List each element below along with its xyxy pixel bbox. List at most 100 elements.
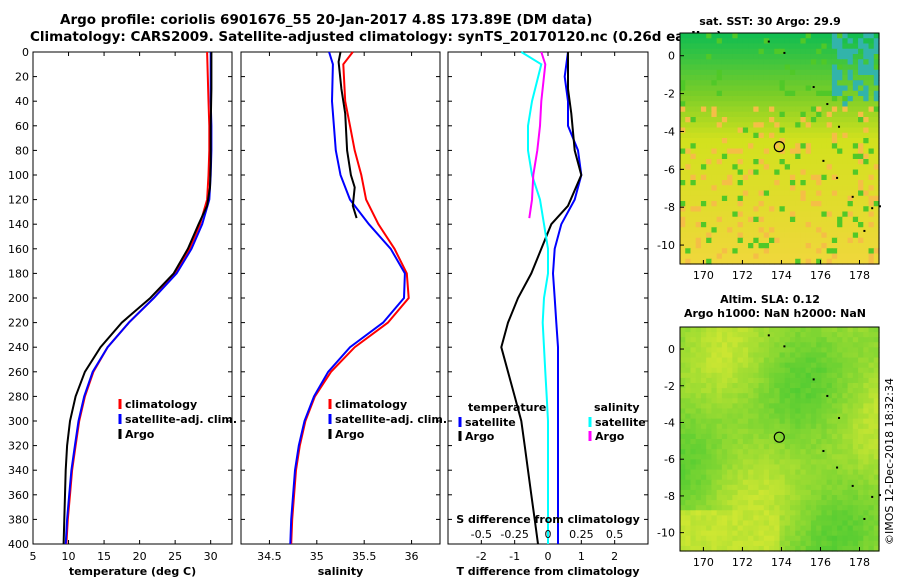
map-cell bbox=[716, 500, 723, 506]
map-cell bbox=[868, 227, 875, 234]
map-cell bbox=[831, 408, 838, 415]
map-cell bbox=[847, 101, 854, 108]
map-cell bbox=[858, 148, 864, 155]
map-cell bbox=[779, 515, 786, 522]
x-tick-label: -2 bbox=[476, 550, 487, 563]
map-cell bbox=[774, 122, 781, 129]
map-cell bbox=[774, 337, 781, 343]
map-cell bbox=[847, 216, 854, 223]
map-cell bbox=[831, 237, 838, 244]
map-cell bbox=[742, 352, 749, 359]
map-cell bbox=[742, 505, 749, 511]
map-cell bbox=[763, 111, 770, 118]
map-cell bbox=[711, 418, 718, 425]
map-cell bbox=[810, 248, 817, 255]
map-cell bbox=[821, 117, 828, 123]
map-cell bbox=[774, 54, 781, 60]
map-cell bbox=[680, 413, 686, 420]
map-cell bbox=[863, 464, 870, 471]
map-cell bbox=[680, 500, 686, 506]
map-cell bbox=[795, 393, 802, 399]
map-cell bbox=[837, 185, 843, 192]
map-cell bbox=[810, 449, 817, 455]
map-cell bbox=[721, 479, 728, 486]
map-cell bbox=[868, 342, 875, 348]
map-cell bbox=[800, 327, 807, 333]
map-cell bbox=[695, 403, 702, 410]
map-cell bbox=[706, 535, 713, 542]
map-cell bbox=[695, 433, 702, 440]
map-cell bbox=[774, 117, 781, 123]
map-cell bbox=[810, 206, 817, 213]
map-cell bbox=[800, 169, 807, 176]
map-cell bbox=[721, 127, 728, 134]
map-cell bbox=[774, 479, 781, 486]
map-cell bbox=[789, 530, 796, 537]
map-cell bbox=[685, 169, 692, 176]
map-cell bbox=[742, 138, 749, 144]
map-cell bbox=[732, 428, 739, 435]
map-cell bbox=[805, 367, 812, 374]
map-cell bbox=[816, 153, 822, 160]
map-cell bbox=[690, 148, 697, 155]
map-cell bbox=[789, 127, 796, 134]
map-cell bbox=[858, 459, 864, 466]
map-cell bbox=[753, 433, 760, 440]
map-cell bbox=[863, 90, 870, 97]
map-cell bbox=[868, 337, 875, 343]
map-cell bbox=[732, 38, 739, 45]
map-cell bbox=[737, 153, 744, 160]
map-cell bbox=[695, 258, 702, 265]
map-cell bbox=[868, 169, 875, 176]
map-cell bbox=[732, 408, 739, 415]
map-cell bbox=[852, 69, 859, 76]
map-cell bbox=[826, 342, 833, 348]
map-cell bbox=[873, 232, 880, 239]
map-cell bbox=[721, 545, 728, 552]
map-cell bbox=[800, 428, 807, 435]
map-cell bbox=[680, 80, 686, 87]
island-dot bbox=[783, 345, 786, 348]
map-cell bbox=[769, 479, 775, 486]
map-cell bbox=[831, 148, 838, 155]
map-cell bbox=[732, 222, 739, 228]
map-cell bbox=[774, 38, 781, 45]
map-cell bbox=[690, 201, 697, 207]
map-cell bbox=[795, 132, 802, 139]
map-cell bbox=[784, 54, 791, 60]
map-cell bbox=[826, 500, 833, 506]
map-cell bbox=[758, 327, 765, 333]
map-cell bbox=[816, 90, 822, 97]
map-cell bbox=[873, 540, 880, 547]
map-cell bbox=[779, 258, 786, 265]
map-cell bbox=[789, 367, 796, 374]
map-cell bbox=[685, 164, 692, 171]
map-cell bbox=[763, 428, 770, 435]
map-cell bbox=[789, 433, 796, 440]
island-dot bbox=[863, 517, 866, 520]
map-cell bbox=[685, 106, 692, 113]
map-cell bbox=[732, 469, 739, 476]
map-cell bbox=[690, 243, 697, 249]
map-cell bbox=[873, 372, 880, 379]
map-cell bbox=[847, 540, 854, 547]
map-cell bbox=[685, 454, 692, 460]
map-cell bbox=[852, 64, 859, 71]
map-cell bbox=[800, 383, 807, 389]
map-cell bbox=[784, 393, 791, 399]
map-cell bbox=[732, 106, 739, 113]
map-cell bbox=[690, 495, 697, 501]
map-cell bbox=[748, 520, 754, 527]
map-cell bbox=[795, 479, 802, 486]
map-cell bbox=[821, 327, 828, 333]
map-cell bbox=[695, 85, 702, 92]
map-cell bbox=[685, 332, 692, 338]
map-cell bbox=[711, 54, 718, 60]
map-cell bbox=[721, 253, 728, 260]
map-cell bbox=[795, 258, 802, 265]
map-cell bbox=[711, 510, 718, 516]
map-cell bbox=[837, 201, 843, 207]
map-cell bbox=[727, 520, 733, 527]
map-cell bbox=[858, 433, 864, 440]
map-cell bbox=[774, 96, 781, 102]
